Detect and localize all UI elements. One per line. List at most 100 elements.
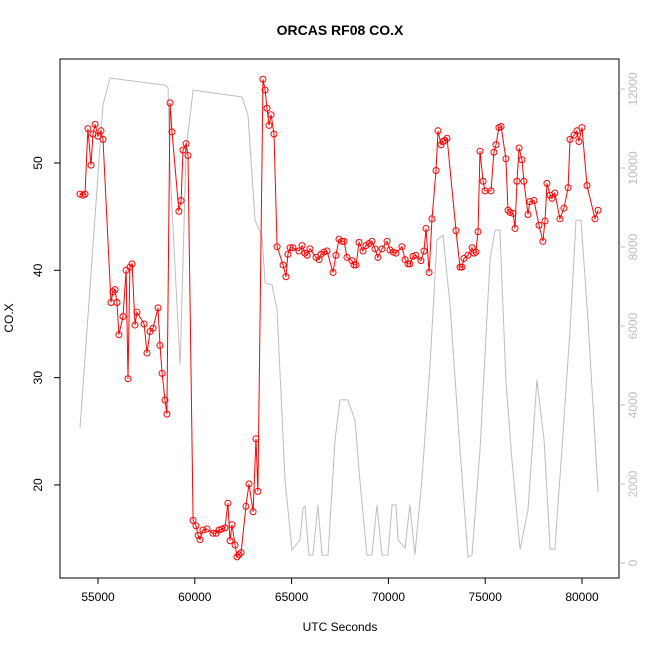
data-point <box>199 526 207 534</box>
y-axis-label: CO.X <box>2 303 16 332</box>
data-point <box>432 167 440 175</box>
data-point <box>231 541 239 549</box>
data-point <box>350 261 358 269</box>
data-point <box>154 304 162 312</box>
data-point <box>591 215 599 223</box>
data-point <box>524 211 532 219</box>
data-point <box>235 551 243 559</box>
data-point <box>140 320 148 328</box>
x-tick-label: 65000 <box>275 590 309 604</box>
data-point <box>109 288 117 296</box>
data-point <box>406 260 414 268</box>
x-tick-label: 80000 <box>565 590 599 604</box>
data-point <box>143 349 151 357</box>
data-point <box>583 182 591 190</box>
data-point <box>374 253 382 261</box>
data-point <box>564 184 572 192</box>
y-tick-label: 40 <box>31 263 45 277</box>
data-point <box>340 237 348 245</box>
data-point <box>497 123 505 131</box>
data-point <box>303 251 311 259</box>
data-point <box>111 286 119 294</box>
data-point <box>464 251 472 259</box>
data-point <box>267 111 275 119</box>
plot-box <box>59 58 620 579</box>
data-point <box>263 104 271 112</box>
data-point <box>578 124 586 132</box>
data-point <box>76 190 84 198</box>
data-point <box>252 435 260 443</box>
x-tick-label: 70000 <box>372 590 406 604</box>
data-point <box>392 249 400 257</box>
data-point <box>434 127 442 135</box>
data-point <box>594 206 602 214</box>
data-point <box>128 260 136 268</box>
data-point <box>556 215 564 223</box>
data-point <box>184 151 192 159</box>
data-point <box>273 243 281 251</box>
data-point <box>279 261 287 269</box>
data-point <box>156 341 164 349</box>
data-point <box>289 244 297 252</box>
data-point <box>196 536 204 544</box>
data-point <box>511 224 519 232</box>
data-point <box>398 243 406 251</box>
data-point <box>99 135 107 143</box>
data-point <box>420 247 428 255</box>
data-point <box>249 508 257 516</box>
data-point <box>94 132 102 140</box>
y-tick-label: 50 <box>31 156 45 170</box>
data-point <box>513 177 521 185</box>
data-point <box>168 128 176 136</box>
data-point <box>548 194 556 202</box>
data-point <box>560 204 568 212</box>
data-point <box>133 308 141 316</box>
x-tick-label: 75000 <box>469 590 503 604</box>
data-point <box>245 480 253 488</box>
data-point <box>323 247 331 255</box>
data-point <box>175 207 183 215</box>
data-point <box>295 247 303 255</box>
data-point <box>131 321 139 329</box>
data-point <box>329 268 337 276</box>
data-point <box>320 248 328 256</box>
data-point <box>530 197 538 205</box>
data-point <box>509 209 517 217</box>
data-point <box>282 273 290 281</box>
data-point <box>378 245 386 253</box>
data-point <box>284 250 292 258</box>
data-point <box>359 247 367 255</box>
data-point <box>113 299 121 307</box>
data-point <box>259 75 267 83</box>
data-point <box>87 161 95 169</box>
data-point <box>306 245 314 253</box>
y2-tick-label: 2000 <box>626 470 640 497</box>
y-tick-label: 20 <box>31 478 45 492</box>
data-point <box>404 260 412 268</box>
data-point <box>443 134 451 142</box>
data-point <box>472 248 480 256</box>
data-point <box>566 135 574 143</box>
data-point <box>254 487 262 495</box>
data-point <box>474 228 482 236</box>
data-point <box>237 549 245 557</box>
data-point <box>383 237 391 245</box>
y2-tick-label: 4000 <box>626 391 640 418</box>
y2-tick-label: 6000 <box>626 312 640 339</box>
data-point <box>535 221 543 229</box>
data-point <box>84 125 92 133</box>
data-point <box>355 238 363 246</box>
data-point <box>573 127 581 135</box>
data-point <box>343 253 351 261</box>
chart-title: ORCAS RF08 CO.X <box>277 22 404 38</box>
data-point <box>265 121 273 129</box>
data-point <box>551 189 559 197</box>
data-point <box>458 263 466 271</box>
data-point <box>233 553 241 561</box>
data-point <box>428 215 436 223</box>
data-point <box>182 140 190 148</box>
data-point <box>119 312 127 320</box>
data-point <box>526 198 534 206</box>
data-point <box>441 136 449 144</box>
